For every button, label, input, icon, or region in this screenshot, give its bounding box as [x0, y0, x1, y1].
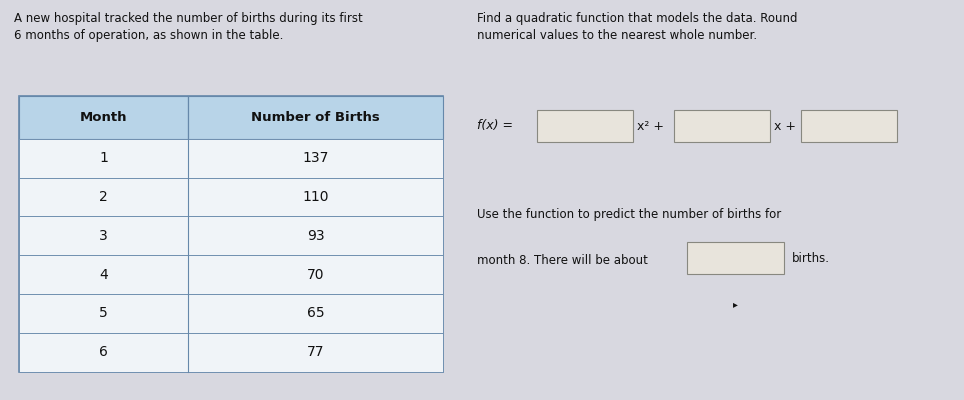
Text: 93: 93: [307, 229, 325, 243]
FancyBboxPatch shape: [19, 178, 188, 216]
FancyBboxPatch shape: [188, 216, 443, 255]
Text: x +: x +: [774, 120, 796, 132]
FancyBboxPatch shape: [188, 333, 443, 372]
Text: 3: 3: [99, 229, 108, 243]
FancyBboxPatch shape: [19, 96, 443, 372]
FancyBboxPatch shape: [19, 216, 188, 255]
FancyBboxPatch shape: [188, 255, 443, 294]
Text: 2: 2: [99, 190, 108, 204]
Text: 110: 110: [303, 190, 329, 204]
Text: 77: 77: [307, 345, 325, 359]
Text: Month: Month: [80, 111, 127, 124]
FancyBboxPatch shape: [674, 110, 770, 142]
Text: 1: 1: [99, 151, 108, 165]
FancyBboxPatch shape: [801, 110, 897, 142]
Text: x² +: x² +: [637, 120, 664, 132]
Text: 137: 137: [303, 151, 329, 165]
Text: month 8. There will be about: month 8. There will be about: [477, 254, 648, 267]
Text: A new hospital tracked the number of births during its first
6 months of operati: A new hospital tracked the number of bir…: [14, 12, 363, 42]
Text: Use the function to predict the number of births for: Use the function to predict the number o…: [477, 208, 782, 221]
Text: 65: 65: [307, 306, 325, 320]
FancyBboxPatch shape: [188, 139, 443, 178]
FancyBboxPatch shape: [188, 294, 443, 333]
Text: ▸: ▸: [733, 299, 737, 309]
Text: births.: births.: [791, 252, 829, 264]
FancyBboxPatch shape: [19, 333, 188, 372]
Text: 70: 70: [307, 268, 325, 282]
Text: 5: 5: [99, 306, 108, 320]
FancyBboxPatch shape: [188, 178, 443, 216]
Text: Number of Births: Number of Births: [252, 111, 380, 124]
Text: f(x) =: f(x) =: [477, 120, 513, 132]
FancyBboxPatch shape: [19, 96, 188, 139]
FancyBboxPatch shape: [19, 255, 188, 294]
Text: Find a quadratic function that models the data. Round
numerical values to the ne: Find a quadratic function that models th…: [477, 12, 797, 42]
FancyBboxPatch shape: [537, 110, 633, 142]
Text: 4: 4: [99, 268, 108, 282]
Text: 6: 6: [99, 345, 108, 359]
FancyBboxPatch shape: [19, 294, 188, 333]
FancyBboxPatch shape: [19, 139, 188, 178]
FancyBboxPatch shape: [687, 242, 784, 274]
FancyBboxPatch shape: [188, 96, 443, 139]
